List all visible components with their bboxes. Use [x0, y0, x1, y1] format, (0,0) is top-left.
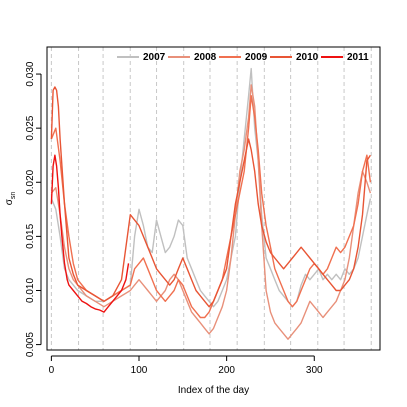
- series-line-2007: [50, 67, 372, 308]
- legend-label-2009: 2009: [245, 52, 268, 63]
- x-tick-label-3: 300: [306, 365, 323, 376]
- y-tick-label-4: 0.025: [25, 115, 36, 140]
- legend-label-2010: 2010: [296, 52, 319, 63]
- legend-label-2008: 2008: [194, 52, 217, 63]
- y-axis-title-main: σ: [4, 198, 15, 205]
- y-axis-title-sub: sn: [10, 192, 17, 200]
- y-tick-label-2: 0.015: [25, 223, 36, 248]
- legend: 2007 2008 2009 2010 2011: [117, 52, 369, 63]
- y-tick-label-0: 0.005: [25, 332, 36, 357]
- series-line-2010: [50, 86, 371, 308]
- x-tick-label-2: 200: [218, 365, 235, 376]
- series-line-2008: [50, 84, 372, 340]
- y-tick-label-3: 0.020: [25, 169, 36, 194]
- vertical-guides: [50, 47, 372, 350]
- y-tick-label-1: 0.010: [25, 278, 36, 303]
- x-tick-label-0: 0: [49, 365, 55, 376]
- x-axis-title: Index of the day: [178, 385, 249, 396]
- legend-label-2011: 2011: [347, 52, 369, 63]
- series-layer: [50, 67, 372, 340]
- legend-label-2007: 2007: [143, 52, 166, 63]
- y-tick-label-5: 0.030: [25, 61, 36, 86]
- plot-frame: [46, 46, 381, 351]
- x-axis: 0 100 200 300: [49, 355, 323, 376]
- x-tick-label-1: 100: [131, 365, 148, 376]
- series-line-2011: [50, 154, 130, 313]
- y-axis-title: σsn: [4, 192, 17, 206]
- series-line-2009: [50, 94, 372, 319]
- y-axis: 0.005 0.010 0.015 0.020 0.025 0.030: [25, 61, 42, 357]
